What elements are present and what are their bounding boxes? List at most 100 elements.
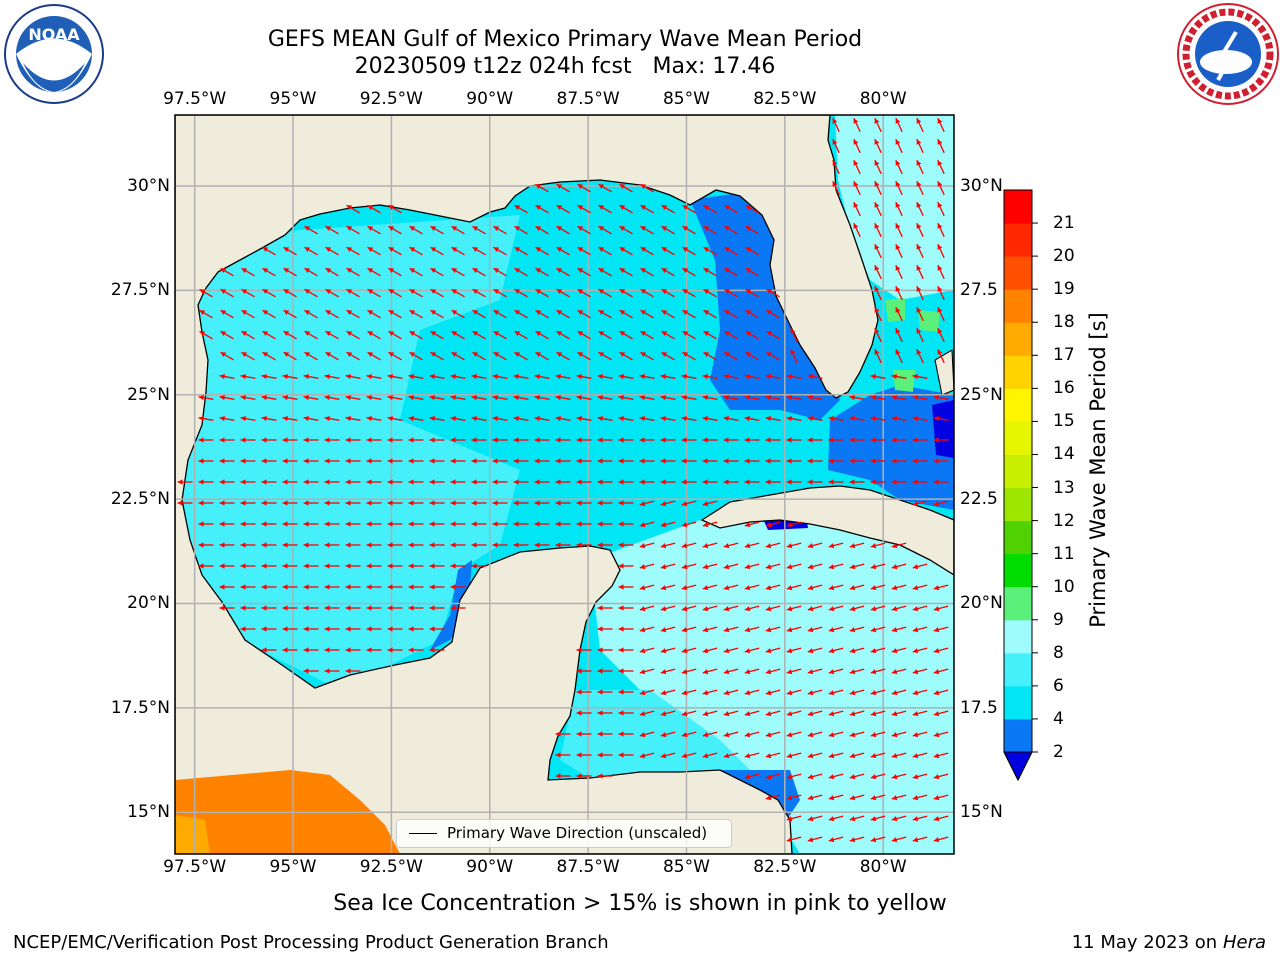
wave-arrow-head — [303, 542, 309, 548]
wave-arrow-head — [681, 606, 688, 612]
wave-arrow-head — [870, 816, 877, 822]
wave-arrow-head — [429, 395, 435, 401]
wave-arrow-head — [429, 647, 435, 653]
wave-arrow-head — [807, 606, 814, 612]
wave-arrow-head — [702, 711, 709, 717]
wave-arrow-head — [597, 668, 603, 674]
wave-arrow-head — [555, 521, 561, 527]
wave-arrow-head — [807, 648, 814, 654]
wave-arrow-head — [744, 648, 751, 654]
wave-arrow-head — [303, 584, 309, 590]
wave-arrow-head — [471, 374, 477, 380]
wave-arrow-head — [639, 437, 645, 443]
wave-arrow-head — [724, 310, 731, 315]
wave-arrow-head — [933, 816, 940, 822]
wave-arrow-head — [744, 753, 751, 759]
wave-arrow-head — [345, 416, 351, 422]
wave-arrow-head — [324, 668, 330, 674]
wave-arrow-head — [534, 395, 540, 401]
lat-tick-left: 30°N — [127, 175, 170, 196]
wave-arrow-head — [555, 773, 561, 779]
wave-arrow-head — [828, 627, 835, 633]
wave-arrow-head — [870, 374, 876, 380]
wave-arrow-head — [345, 605, 351, 611]
wave-arrow-head — [618, 668, 624, 674]
wave-arrow-head — [555, 437, 561, 443]
wave-arrow-head — [409, 289, 416, 294]
wave-arrow-head — [828, 585, 835, 591]
wave-arrow-head — [241, 289, 248, 294]
wave-arrow-head — [874, 328, 880, 334]
wave-arrow-head — [324, 458, 330, 464]
wave-arrow-head — [366, 416, 372, 422]
colorbar-segment-19-20 — [1004, 256, 1032, 290]
wave-arrow-head — [367, 331, 374, 336]
wave-arrow-head — [832, 139, 838, 145]
wave-arrow-head — [408, 563, 414, 569]
wave-arrow-head — [640, 205, 647, 210]
wave-arrow-head — [304, 310, 311, 315]
plot-subtitle: 20230509 t12z 024h fcst Max: 17.46 — [354, 54, 776, 79]
wave-arrow-head — [597, 437, 603, 443]
wave-arrow-head — [849, 606, 856, 612]
wave-arrow-head — [937, 244, 943, 250]
lat-tick-right: 20°N — [960, 593, 1003, 614]
lat-tick-left: 22.5°N — [110, 489, 170, 510]
wave-arrow-head — [891, 837, 898, 843]
colorbar-segment-10-11 — [1004, 553, 1032, 588]
wave-arrow-head — [492, 416, 498, 422]
wave-arrow-head — [933, 395, 939, 401]
wave-arrow-head — [916, 244, 922, 250]
wave-arrow-head — [304, 352, 311, 357]
wave-arrow-head — [618, 689, 624, 695]
wave-arrow-head — [891, 690, 898, 696]
wave-arrow-head — [577, 184, 584, 189]
wave-arrow-head — [219, 374, 225, 380]
colorbar-segment-12-13 — [1004, 487, 1032, 522]
wave-arrow-head — [912, 627, 919, 633]
wave-arrow-head — [703, 310, 710, 315]
wave-arrow-head — [366, 605, 372, 611]
wave-arrow-head — [367, 226, 374, 231]
wave-arrow-head — [660, 437, 666, 443]
wave-arrow-head — [597, 458, 603, 464]
wave-arrow-head — [681, 522, 688, 528]
wave-arrow-head — [828, 774, 835, 780]
wave-arrow-head — [576, 437, 582, 443]
wave-arrow-head — [577, 226, 584, 231]
wave-arrow-head — [304, 331, 311, 336]
lon-tick-bottom: 90°W — [466, 857, 514, 877]
wave-arrow-head — [660, 585, 667, 591]
wave-arrow-head — [514, 310, 521, 315]
wave-arrow-head — [471, 563, 477, 569]
wave-arrow-head — [681, 732, 688, 738]
wave-arrow-head — [766, 289, 773, 294]
wave-arrow-head — [724, 226, 731, 231]
wave-arrow-head — [849, 564, 856, 570]
wave-arrow-head — [450, 584, 456, 590]
lon-tick-top: 90°W — [466, 89, 514, 109]
wave-arrow-head — [513, 437, 519, 443]
wave-arrow-head — [661, 226, 668, 231]
wave-arrow-head — [682, 289, 689, 294]
colorbar-label: Primary Wave Mean Period [s] — [1086, 312, 1110, 628]
wave-arrow-head — [933, 501, 940, 507]
wave-arrow-head — [745, 226, 752, 231]
wave-arrow-head — [366, 542, 372, 548]
wave-arrow-head — [534, 542, 540, 548]
wave-arrow-head — [451, 331, 458, 336]
wave-arrow-head — [282, 416, 288, 422]
wave-arrow-head — [408, 584, 414, 590]
wave-arrow-head — [640, 310, 647, 315]
wave-arrow-head — [534, 458, 540, 464]
wave-arrow-head — [241, 310, 248, 315]
wave-arrow-head — [283, 268, 290, 273]
wave-arrow-head — [618, 458, 624, 464]
wave-arrow-head — [912, 501, 919, 507]
wave-arrow-head — [219, 563, 225, 569]
wave-arrow-head — [912, 416, 918, 422]
wave-arrow-head — [895, 265, 901, 271]
wave-arrow-head — [681, 479, 687, 485]
wave-arrow-head — [933, 479, 939, 485]
wave-arrow-head — [891, 585, 898, 591]
